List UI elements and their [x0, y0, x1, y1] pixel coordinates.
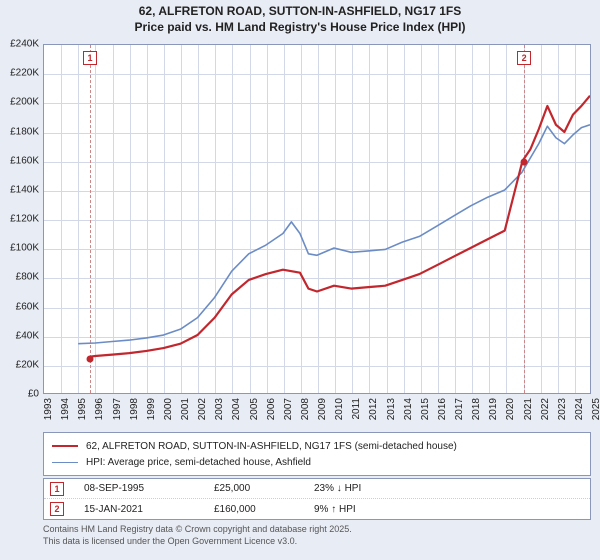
y-tick-label: £120K	[10, 214, 39, 225]
x-tick-label: 1998	[129, 398, 140, 420]
x-tick-label: 2001	[180, 398, 191, 420]
y-tick-label: £180K	[10, 126, 39, 137]
x-tick-label: 2023	[557, 398, 568, 420]
marker-box: 1	[83, 51, 97, 65]
x-tick-label: 2018	[471, 398, 482, 420]
x-tick-label: 2007	[283, 398, 294, 420]
y-tick-label: £20K	[16, 359, 39, 370]
footnote-line-1: Contains HM Land Registry data © Crown c…	[43, 524, 591, 536]
x-tick-label: 2010	[334, 398, 345, 420]
y-tick-label: £140K	[10, 184, 39, 195]
chart-title: 62, ALFRETON ROAD, SUTTON-IN-ASHFIELD, N…	[0, 0, 600, 35]
table-row: 1 08-SEP-1995 £25,000 23% ↓ HPI	[44, 479, 590, 499]
x-axis: 1993 1994 1995 1996 1997 1998 1999 2000 2001 2002…	[43, 394, 591, 434]
series-line-hpi	[78, 125, 590, 344]
y-tick-label: £200K	[10, 97, 39, 108]
y-tick-label: £160K	[10, 155, 39, 166]
y-tick-label: £40K	[16, 330, 39, 341]
x-tick-label: 2017	[454, 398, 465, 420]
title-line-2: Price paid vs. HM Land Registry's House …	[0, 20, 600, 36]
x-tick-label: 1995	[77, 398, 88, 420]
x-tick-label: 2008	[300, 398, 311, 420]
footnote-line-2: This data is licensed under the Open Gov…	[43, 536, 591, 548]
x-tick-label: 2016	[437, 398, 448, 420]
marker-dot	[87, 355, 94, 362]
x-tick-label: 2005	[249, 398, 260, 420]
x-tick-label: 2020	[505, 398, 516, 420]
marker-delta: 9% ↑ HPI	[314, 504, 414, 515]
y-tick-label: £100K	[10, 243, 39, 254]
legend: 62, ALFRETON ROAD, SUTTON-IN-ASHFIELD, N…	[43, 432, 591, 476]
y-tick-label: £60K	[16, 301, 39, 312]
x-tick-label: 1993	[43, 398, 54, 420]
x-tick-label: 2019	[488, 398, 499, 420]
legend-label-price: 62, ALFRETON ROAD, SUTTON-IN-ASHFIELD, N…	[86, 441, 457, 452]
x-tick-label: 2024	[574, 398, 585, 420]
x-tick-label: 2021	[523, 398, 534, 420]
marker-price: £25,000	[214, 483, 314, 494]
marker-badge-2: 2	[50, 502, 64, 516]
marker-table: 1 08-SEP-1995 £25,000 23% ↓ HPI 2 15-JAN…	[43, 478, 591, 520]
x-tick-label: 1996	[94, 398, 105, 420]
x-tick-label: 2004	[231, 398, 242, 420]
marker-delta: 23% ↓ HPI	[314, 483, 414, 494]
marker-badge-1: 1	[50, 482, 64, 496]
legend-row-price: 62, ALFRETON ROAD, SUTTON-IN-ASHFIELD, N…	[52, 438, 582, 454]
x-tick-label: 2022	[540, 398, 551, 420]
marker-box: 2	[517, 51, 531, 65]
x-tick-label: 1997	[112, 398, 123, 420]
chart-container: 62, ALFRETON ROAD, SUTTON-IN-ASHFIELD, N…	[0, 0, 600, 560]
y-tick-label: £220K	[10, 68, 39, 79]
x-tick-label: 2009	[317, 398, 328, 420]
x-tick-label: 2015	[420, 398, 431, 420]
x-tick-label: 2013	[386, 398, 397, 420]
x-tick-label: 2025	[591, 398, 600, 420]
x-tick-label: 1999	[146, 398, 157, 420]
marker-price: £160,000	[214, 504, 314, 515]
table-row: 2 15-JAN-2021 £160,000 9% ↑ HPI	[44, 499, 590, 519]
marker-date: 08-SEP-1995	[84, 483, 214, 494]
x-tick-label: 2012	[368, 398, 379, 420]
marker-date: 15-JAN-2021	[84, 504, 214, 515]
x-tick-label: 1994	[60, 398, 71, 420]
x-tick-label: 2002	[197, 398, 208, 420]
legend-swatch-hpi	[52, 462, 78, 463]
footnote: Contains HM Land Registry data © Crown c…	[43, 524, 591, 547]
plot-area: 12	[43, 44, 591, 394]
y-tick-label: £240K	[10, 39, 39, 50]
marker-dot	[521, 158, 528, 165]
title-line-1: 62, ALFRETON ROAD, SUTTON-IN-ASHFIELD, N…	[0, 4, 600, 20]
chart-lines	[44, 45, 590, 393]
legend-swatch-price	[52, 445, 78, 447]
y-tick-label: £0	[28, 389, 39, 400]
legend-label-hpi: HPI: Average price, semi-detached house,…	[86, 457, 311, 468]
y-tick-label: £80K	[16, 272, 39, 283]
x-tick-label: 2000	[163, 398, 174, 420]
x-tick-label: 2003	[214, 398, 225, 420]
x-tick-label: 2011	[351, 398, 362, 420]
x-tick-label: 2006	[266, 398, 277, 420]
x-tick-label: 2014	[403, 398, 414, 420]
y-axis: £0£20K£40K£60K£80K£100K£120K£140K£160K£1…	[0, 44, 43, 394]
series-line-price_paid	[90, 96, 590, 357]
legend-row-hpi: HPI: Average price, semi-detached house,…	[52, 454, 582, 470]
